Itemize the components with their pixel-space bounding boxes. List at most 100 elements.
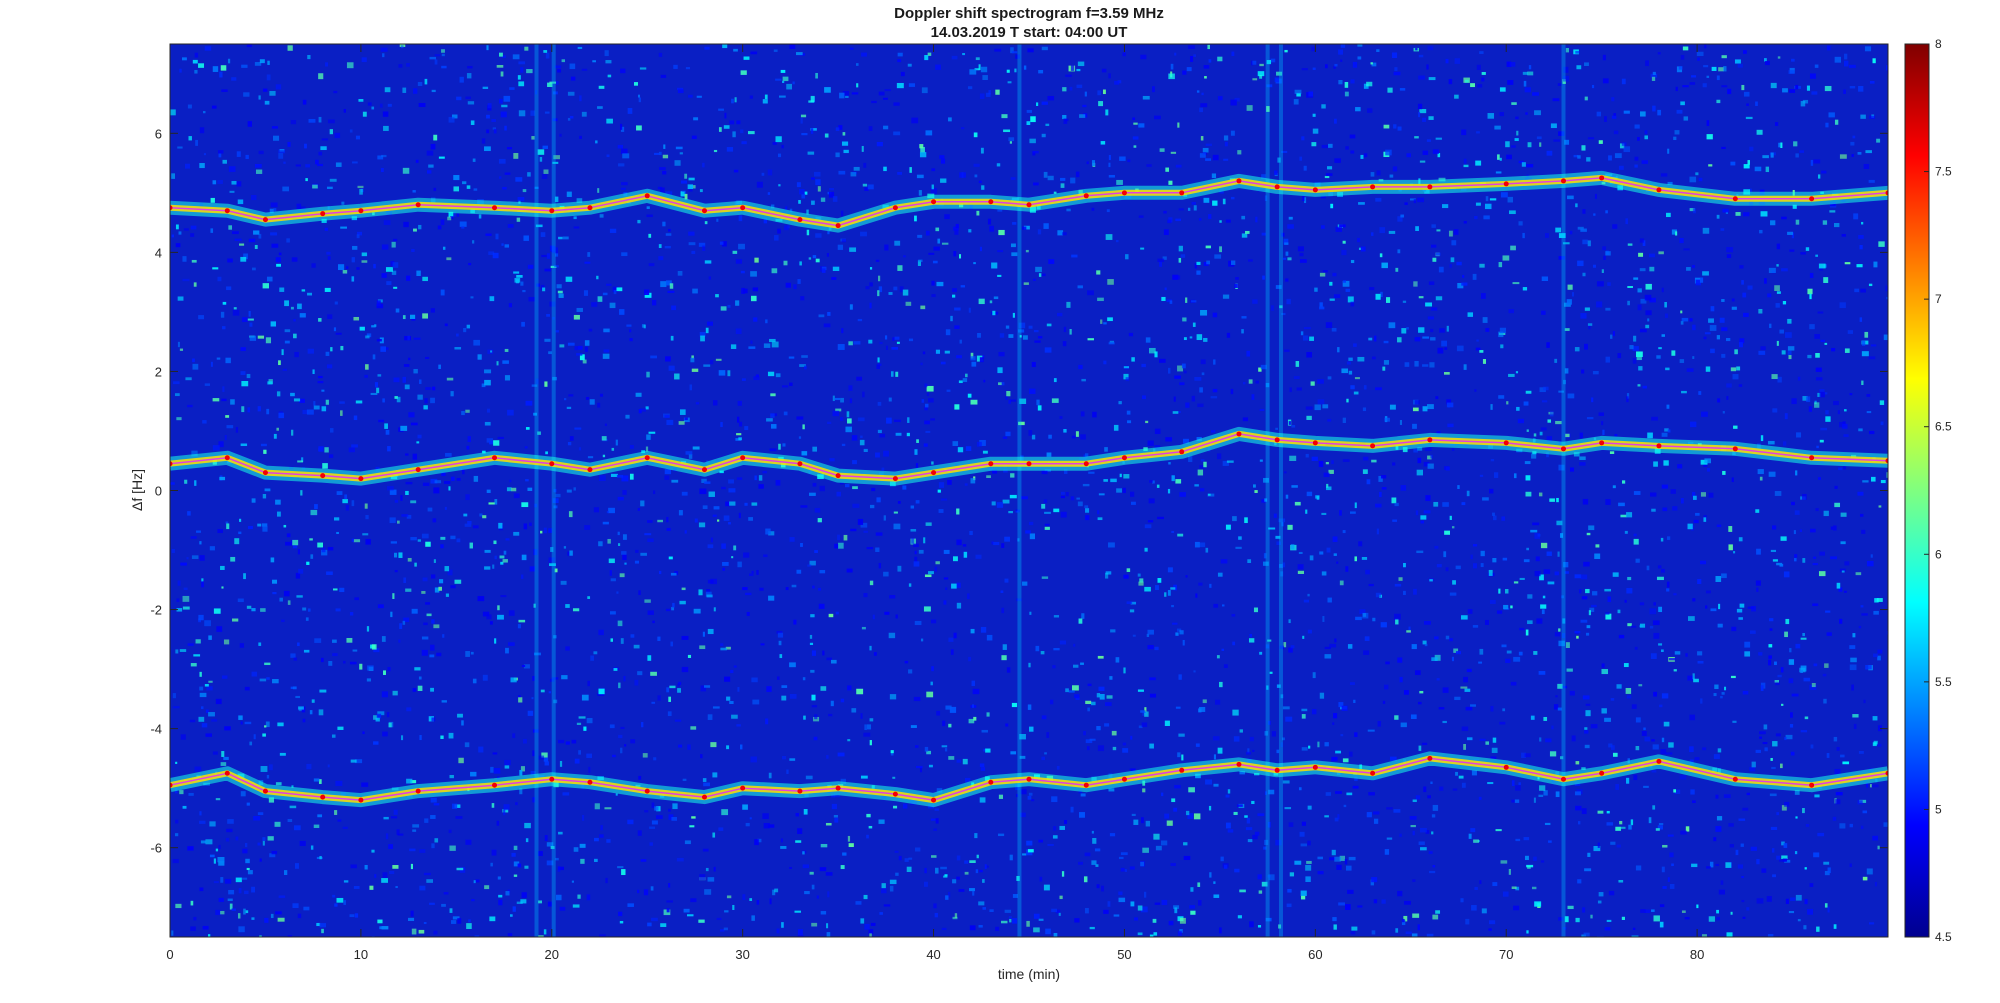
noise-speck <box>814 550 818 553</box>
noise-speck <box>553 635 557 639</box>
noise-speck <box>1624 599 1627 603</box>
noise-speck <box>1700 560 1707 565</box>
noise-speck <box>976 854 979 859</box>
noise-speck <box>606 283 612 286</box>
noise-speck <box>516 901 523 905</box>
noise-speck <box>1844 348 1850 353</box>
noise-speck <box>1247 839 1253 843</box>
noise-speck <box>605 877 608 884</box>
noise-speck <box>568 394 574 397</box>
noise-speck <box>1737 63 1743 68</box>
noise-speck <box>1367 729 1375 732</box>
noise-speck <box>596 275 599 280</box>
noise-speck <box>1079 114 1086 118</box>
noise-speck <box>926 750 932 755</box>
noise-speck <box>856 83 859 88</box>
noise-speck <box>1108 342 1115 345</box>
noise-speck <box>1467 312 1474 317</box>
noise-speck <box>418 929 425 934</box>
noise-speck <box>293 318 296 322</box>
noise-speck <box>935 867 939 874</box>
noise-speck <box>301 289 306 292</box>
noise-speck <box>1368 792 1375 796</box>
noise-speck <box>707 714 713 720</box>
noise-speck <box>1756 898 1764 904</box>
noise-speck <box>220 311 225 318</box>
noise-speck <box>1034 340 1041 343</box>
noise-speck <box>1555 791 1560 798</box>
noise-speck <box>644 292 652 298</box>
noise-speck <box>466 73 472 79</box>
noise-speck <box>1564 571 1569 574</box>
noise-speck <box>1788 355 1792 360</box>
noise-speck <box>192 358 195 363</box>
noise-speck <box>811 650 816 656</box>
noise-speck <box>1525 629 1529 636</box>
noise-speck <box>1119 473 1122 478</box>
noise-speck <box>1647 432 1653 439</box>
noise-speck <box>927 52 932 56</box>
noise-speck <box>465 409 470 413</box>
noise-speck <box>1560 756 1564 760</box>
noise-speck <box>349 914 355 918</box>
noise-speck <box>517 863 522 868</box>
noise-speck <box>1839 421 1844 428</box>
noise-speck <box>1866 411 1872 414</box>
noise-speck <box>623 675 626 682</box>
noise-speck <box>521 664 526 667</box>
noise-speck <box>1470 704 1476 707</box>
noise-speck <box>952 879 957 884</box>
noise-speck <box>620 747 623 754</box>
noise-speck <box>189 719 196 723</box>
noise-speck <box>406 778 413 784</box>
noise-speck <box>1591 604 1597 608</box>
noise-speck <box>869 504 875 509</box>
noise-speck <box>1868 430 1875 435</box>
noise-speck <box>1412 407 1419 412</box>
noise-speck <box>1395 928 1399 933</box>
noise-speck <box>245 154 249 160</box>
noise-speck <box>361 57 367 63</box>
noise-speck <box>185 377 192 381</box>
noise-speck <box>338 264 345 271</box>
noise-speck <box>868 929 874 934</box>
noise-speck <box>430 797 437 803</box>
noise-speck <box>1603 116 1607 122</box>
noise-speck <box>424 818 429 823</box>
noise-speck <box>1760 211 1768 217</box>
noise-speck <box>666 900 673 903</box>
noise-speck <box>1492 515 1497 521</box>
noise-speck <box>1471 905 1477 911</box>
noise-speck <box>1489 488 1494 494</box>
noise-speck <box>1437 347 1444 354</box>
noise-speck <box>315 159 319 165</box>
noise-speck <box>220 565 225 570</box>
noise-speck <box>1870 784 1873 788</box>
noise-speck <box>1711 66 1717 71</box>
noise-speck <box>416 270 421 277</box>
noise-speck <box>1212 154 1219 161</box>
noise-speck <box>932 260 938 264</box>
noise-speck <box>1332 722 1335 725</box>
noise-speck <box>1285 278 1289 282</box>
noise-speck <box>622 554 627 561</box>
noise-speck <box>1830 526 1834 530</box>
noise-speck <box>307 348 314 354</box>
noise-speck <box>930 681 933 686</box>
noise-speck <box>408 412 415 418</box>
noise-speck <box>1386 837 1393 840</box>
noise-speck <box>406 707 412 712</box>
noise-speck <box>756 900 760 905</box>
noise-speck <box>752 699 760 705</box>
noise-speck <box>877 401 882 406</box>
noise-speck <box>486 438 493 443</box>
noise-speck <box>1435 910 1441 914</box>
noise-speck <box>1784 413 1788 420</box>
noise-speck <box>691 368 699 372</box>
noise-speck <box>789 382 793 387</box>
noise-speck <box>1156 484 1160 488</box>
noise-speck <box>1692 356 1695 359</box>
noise-speck <box>1152 86 1155 93</box>
noise-speck <box>1105 234 1113 240</box>
noise-speck <box>598 85 605 89</box>
